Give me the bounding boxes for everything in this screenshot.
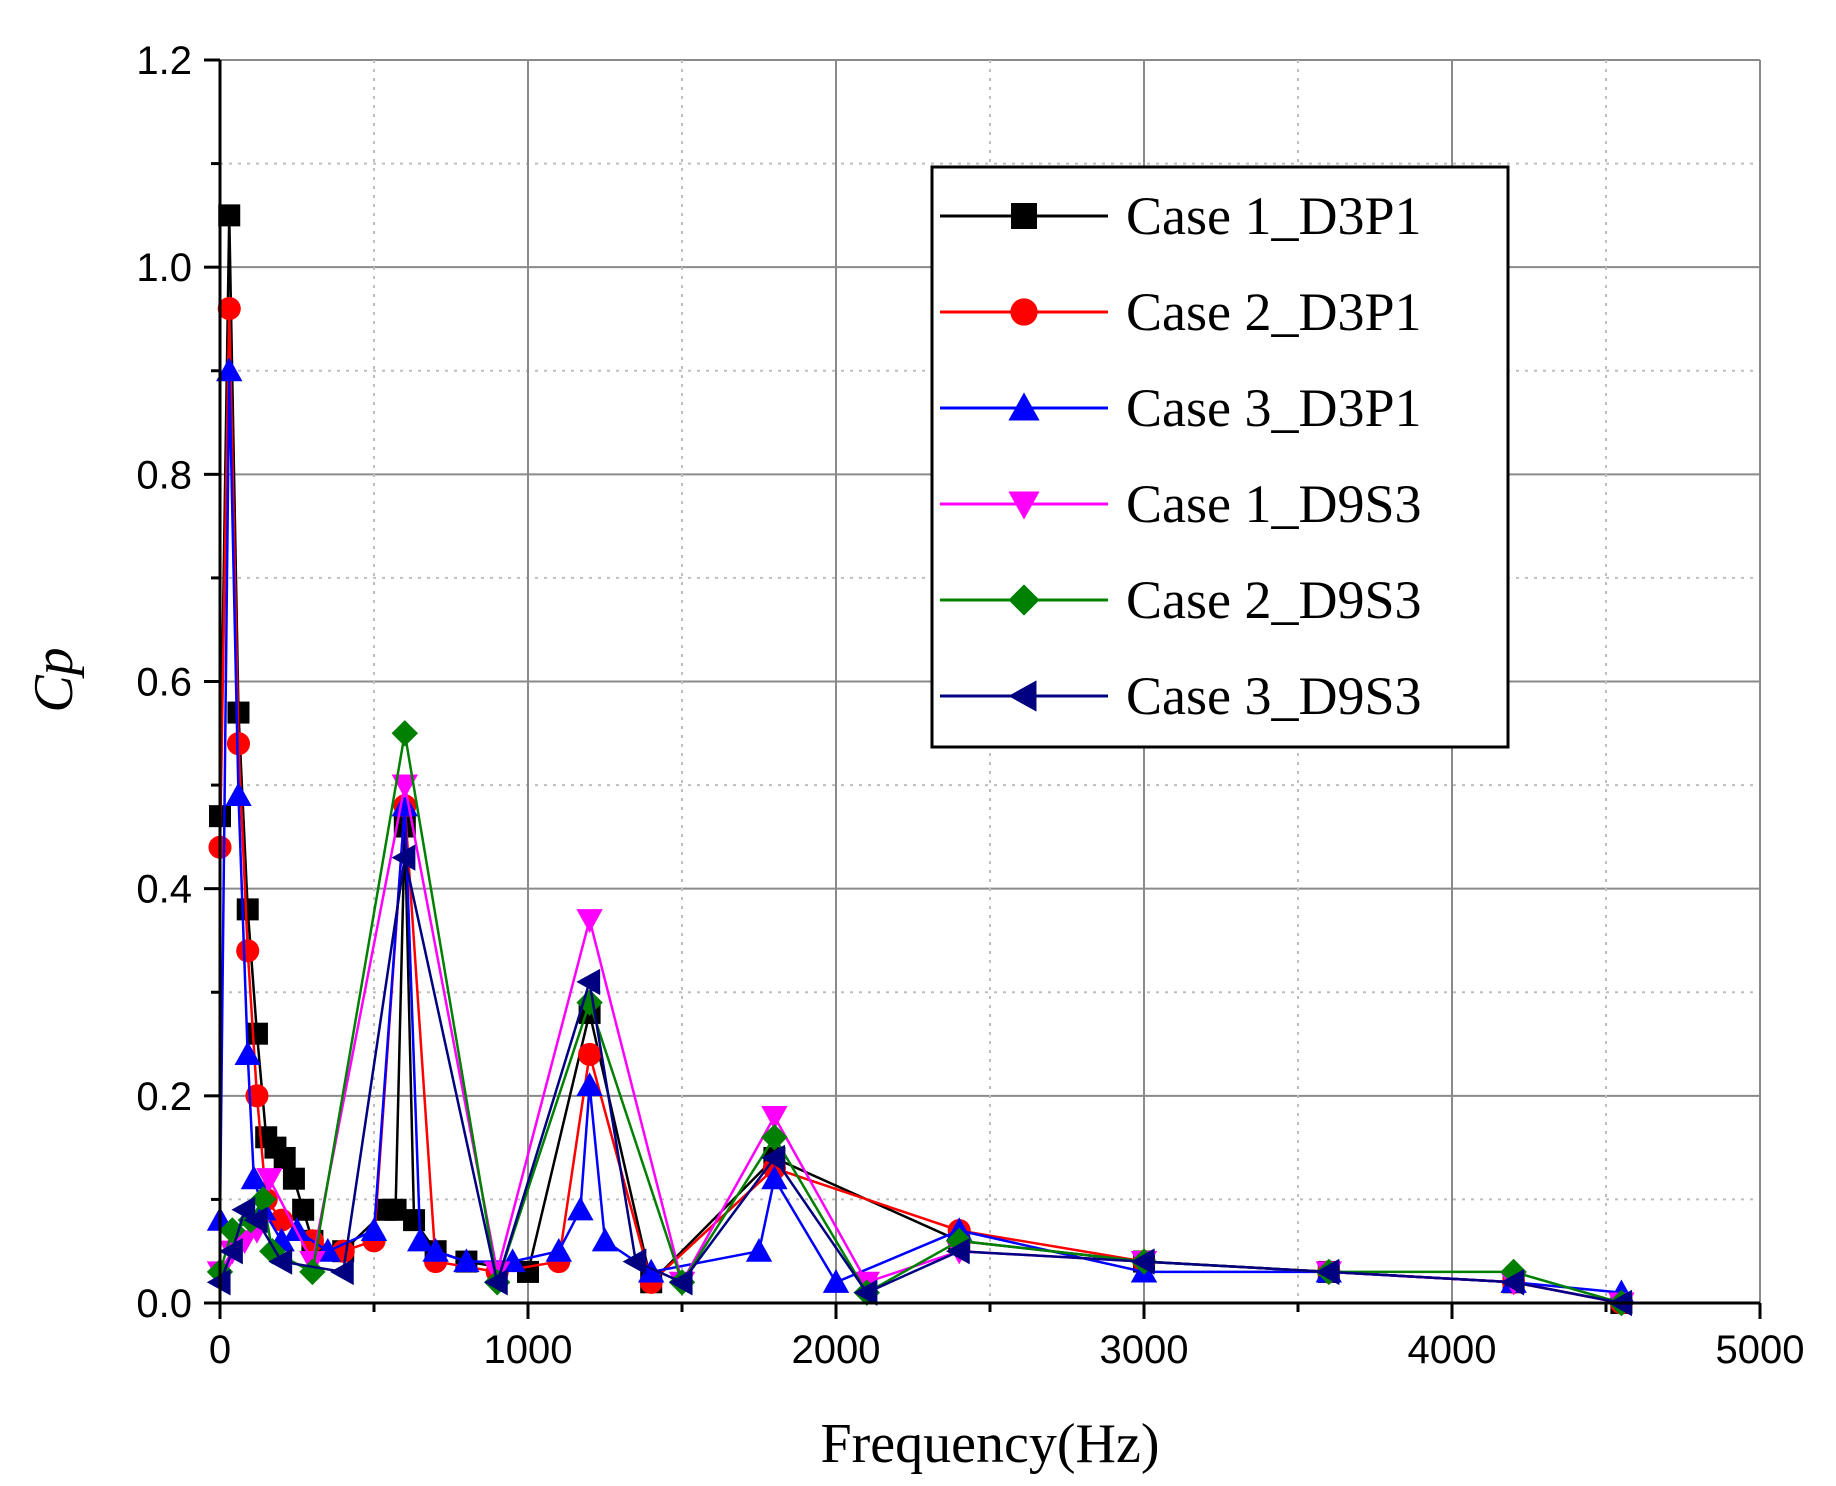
data-point (745, 1238, 773, 1262)
data-point (453, 1248, 480, 1273)
data-point (243, 1206, 268, 1234)
legend-label: Case 2_D3P1 (1126, 282, 1422, 342)
data-point (576, 1072, 603, 1097)
data-point (236, 939, 260, 963)
series-6 (206, 844, 1632, 1317)
data-point (668, 1269, 693, 1296)
data-point (567, 1196, 594, 1221)
data-point (761, 1165, 788, 1190)
data-point (217, 297, 241, 321)
x-tick-label: 0 (209, 1328, 231, 1372)
ticks: 0.0 0.2 0.4 0.6 0.8 1.0 1.2 0 1000 2000 3000 4000 50… (136, 39, 1804, 1372)
data-point (576, 968, 601, 996)
legend-item: Case 3_D9S3 (940, 666, 1422, 726)
legend-marker (1011, 203, 1037, 229)
data-point (591, 1227, 619, 1252)
legend-label: Case 3_D3P1 (1126, 378, 1422, 438)
data-point (245, 1022, 268, 1045)
data-point (283, 1217, 311, 1242)
legend-label: Case 2_D9S3 (1126, 570, 1422, 630)
data-point (240, 1165, 268, 1190)
data-point (1315, 1258, 1340, 1286)
data-point (282, 1167, 305, 1190)
y-axis-title: Cp (23, 647, 85, 712)
legend-item: Case 1_D3P1 (940, 186, 1422, 246)
x-tick-label: 1000 (484, 1328, 573, 1372)
data-point (1500, 1258, 1527, 1286)
data-point (638, 1258, 665, 1283)
data-point (946, 1227, 973, 1255)
data-point (225, 782, 252, 807)
data-point (853, 1279, 878, 1306)
data-point (576, 909, 603, 933)
series-line (218, 308, 1622, 1305)
legend-item: Case 1_D9S3 (940, 474, 1422, 534)
y-tick-label: 1.2 (136, 39, 192, 83)
data-point (216, 357, 243, 382)
legend-marker (1008, 491, 1040, 520)
y-tick-label: 0.2 (136, 1075, 192, 1119)
data-point (422, 1238, 449, 1262)
data-point (219, 1217, 246, 1244)
data-point (391, 844, 416, 871)
y-tick-label: 0.4 (136, 868, 192, 912)
data-point (1130, 1248, 1155, 1275)
x-tick-label: 2000 (792, 1328, 881, 1372)
data-point (268, 1248, 293, 1275)
data-point (622, 1248, 647, 1275)
data-point (761, 1124, 788, 1151)
y-tick-label: 0.6 (136, 661, 192, 705)
data-point (407, 1227, 434, 1252)
legend-item: Case 2_D9S3 (940, 570, 1422, 630)
data-point (822, 1269, 850, 1293)
legend-marker (1008, 680, 1037, 712)
data-point (256, 1168, 283, 1192)
legend: Case 1_D3P1 Case 2_D3P1 Case 3_D3P1 Case 1_… (930, 165, 1510, 749)
data-point (384, 1198, 407, 1221)
data-point (545, 1238, 572, 1262)
data-point (330, 1258, 354, 1286)
data-point (578, 1042, 602, 1066)
data-point (391, 720, 418, 747)
data-point (273, 1146, 296, 1169)
data-point (219, 1238, 243, 1265)
x-tick-label: 4000 (1408, 1328, 1497, 1372)
data-point (231, 1196, 256, 1223)
data-point (299, 1258, 326, 1286)
legend-marker (1008, 584, 1040, 616)
legend-marker (1008, 392, 1040, 421)
x-axis-title: Frequency(Hz) (821, 1413, 1160, 1475)
legend-label: Case 1_D9S3 (1126, 474, 1422, 534)
data-point (292, 1198, 315, 1221)
data-point (761, 1144, 785, 1172)
legend-box (930, 165, 1510, 749)
legend-item: Case 3_D3P1 (940, 378, 1422, 438)
data-point (1500, 1269, 1525, 1296)
legend-label: Case 1_D3P1 (1126, 186, 1422, 246)
data-point (403, 1209, 426, 1232)
y-tick-label: 0.0 (136, 1282, 192, 1326)
data-point (761, 1105, 788, 1130)
x-tick-label: 5000 (1716, 1328, 1805, 1372)
data-point (484, 1269, 508, 1296)
data-point (218, 204, 241, 227)
legend-item: Case 2_D3P1 (940, 282, 1422, 342)
y-tick-label: 0.8 (136, 453, 192, 497)
data-point (360, 1217, 388, 1242)
data-point (391, 774, 418, 799)
legend-label: Case 3_D9S3 (1126, 666, 1422, 726)
data-point (576, 989, 603, 1016)
data-point (391, 792, 418, 817)
series-layer (206, 204, 1635, 1317)
data-point (946, 1238, 970, 1265)
data-point (236, 898, 259, 921)
x-tick-label: 3000 (1100, 1328, 1189, 1372)
data-point (249, 1186, 277, 1213)
data-point (234, 1041, 261, 1065)
y-tick-label: 1.0 (136, 246, 192, 290)
legend-marker (1010, 298, 1038, 326)
